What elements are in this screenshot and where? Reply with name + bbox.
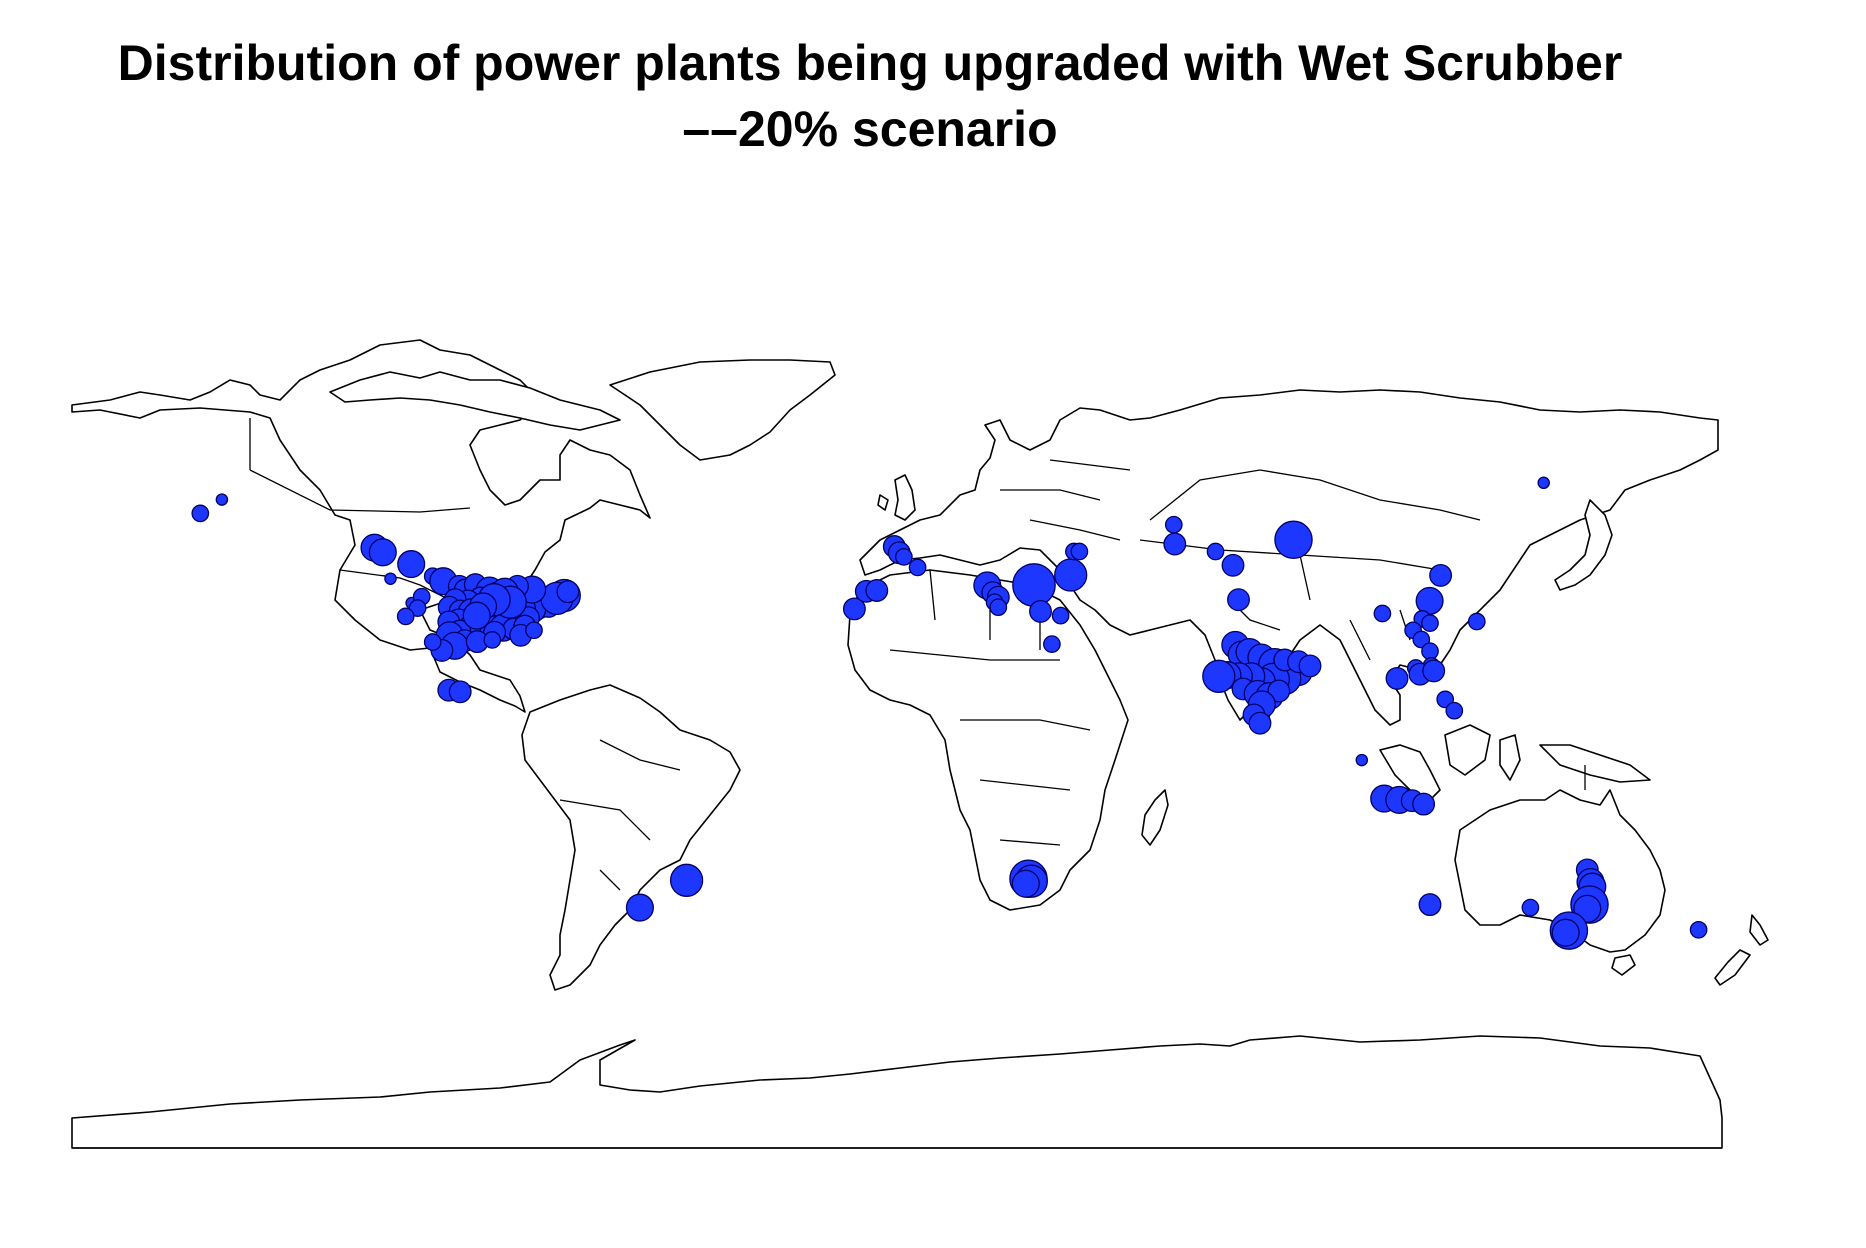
power-plant-marker (448, 680, 472, 704)
power-plant-marker (895, 548, 913, 566)
power-plant-marker (1418, 893, 1442, 917)
power-plant-marker (1227, 588, 1250, 612)
map-title-line1: Distribution of power plants being upgra… (117, 35, 1623, 91)
power-plant-marker (396, 607, 415, 626)
power-plant-marker (1051, 606, 1070, 625)
country-borders (249, 418, 1586, 891)
power-plant-marker (1274, 520, 1313, 560)
power-plant-marker (1248, 711, 1272, 735)
power-plant-marker (1421, 614, 1439, 632)
landmass-north-america (71, 339, 651, 713)
map-title-line2: ––20% scenario (682, 101, 1058, 157)
power-plant-marker (384, 572, 397, 585)
power-plant-marker (1521, 898, 1540, 917)
power-plant-marker (1298, 654, 1322, 678)
power-plant-marker (1221, 553, 1245, 577)
landmass-greenland (609, 359, 836, 461)
power-plant-marker (1206, 542, 1225, 561)
landmass-madagascar (1141, 789, 1169, 846)
power-plant-marker (397, 550, 426, 579)
landmass-antarctica (71, 1035, 1723, 1149)
power-plant-marker (1029, 599, 1052, 623)
power-plant-marker (1445, 701, 1464, 720)
power-plant-markers (191, 476, 1708, 950)
landmass-south-america (521, 684, 741, 991)
map-title: Distribution of power plants being upgra… (0, 30, 1740, 162)
power-plant-marker (1163, 532, 1187, 556)
landmass-australia (1454, 789, 1666, 953)
power-plant-marker (1012, 563, 1056, 607)
landmass-indonesia (1379, 724, 1651, 801)
landmass-british-isles (877, 474, 916, 521)
power-plant-marker (1422, 659, 1446, 683)
power-plant-marker (483, 631, 502, 649)
power-plant-marker (1429, 563, 1453, 587)
power-plant-marker (1011, 869, 1040, 898)
power-plant-marker (842, 597, 866, 621)
power-plant-marker (1043, 635, 1061, 653)
landmass-tasmania (1611, 954, 1636, 976)
power-plant-marker (1467, 612, 1486, 631)
power-plant-marker (1070, 542, 1089, 561)
power-plant-marker (625, 893, 654, 922)
power-plant-marker (1537, 476, 1550, 490)
power-plant-marker (1164, 515, 1183, 534)
power-plant-marker (1421, 642, 1439, 661)
power-plant-marker (1355, 753, 1369, 767)
power-plant-marker (191, 504, 210, 523)
power-plant-marker (1385, 666, 1409, 690)
landmass-arctic-islands (329, 371, 621, 431)
power-plant-marker (1412, 630, 1431, 649)
power-plant-marker (423, 633, 442, 651)
power-plant-marker (1412, 792, 1436, 816)
power-plant-marker (408, 599, 427, 617)
power-plant-marker (908, 558, 927, 577)
power-plant-marker (669, 863, 704, 897)
power-plant-marker (1415, 586, 1444, 615)
power-plant-marker (1689, 920, 1708, 939)
power-plant-marker (865, 579, 889, 602)
power-plant-marker (556, 580, 580, 604)
power-plant-marker (1551, 918, 1580, 947)
power-plant-marker (989, 598, 1008, 617)
power-plant-marker (215, 493, 229, 506)
landmass-new-zealand (1714, 914, 1769, 986)
power-plant-marker (1054, 558, 1088, 592)
power-plant-marker (368, 538, 397, 567)
landmass-africa (847, 569, 1129, 911)
power-plant-marker (1202, 659, 1236, 693)
landmass-japan (1554, 499, 1613, 591)
power-plant-marker (525, 621, 543, 640)
power-plant-marker (1267, 679, 1291, 703)
power-plant-marker (1373, 604, 1392, 623)
power-plant-marker (462, 601, 491, 630)
